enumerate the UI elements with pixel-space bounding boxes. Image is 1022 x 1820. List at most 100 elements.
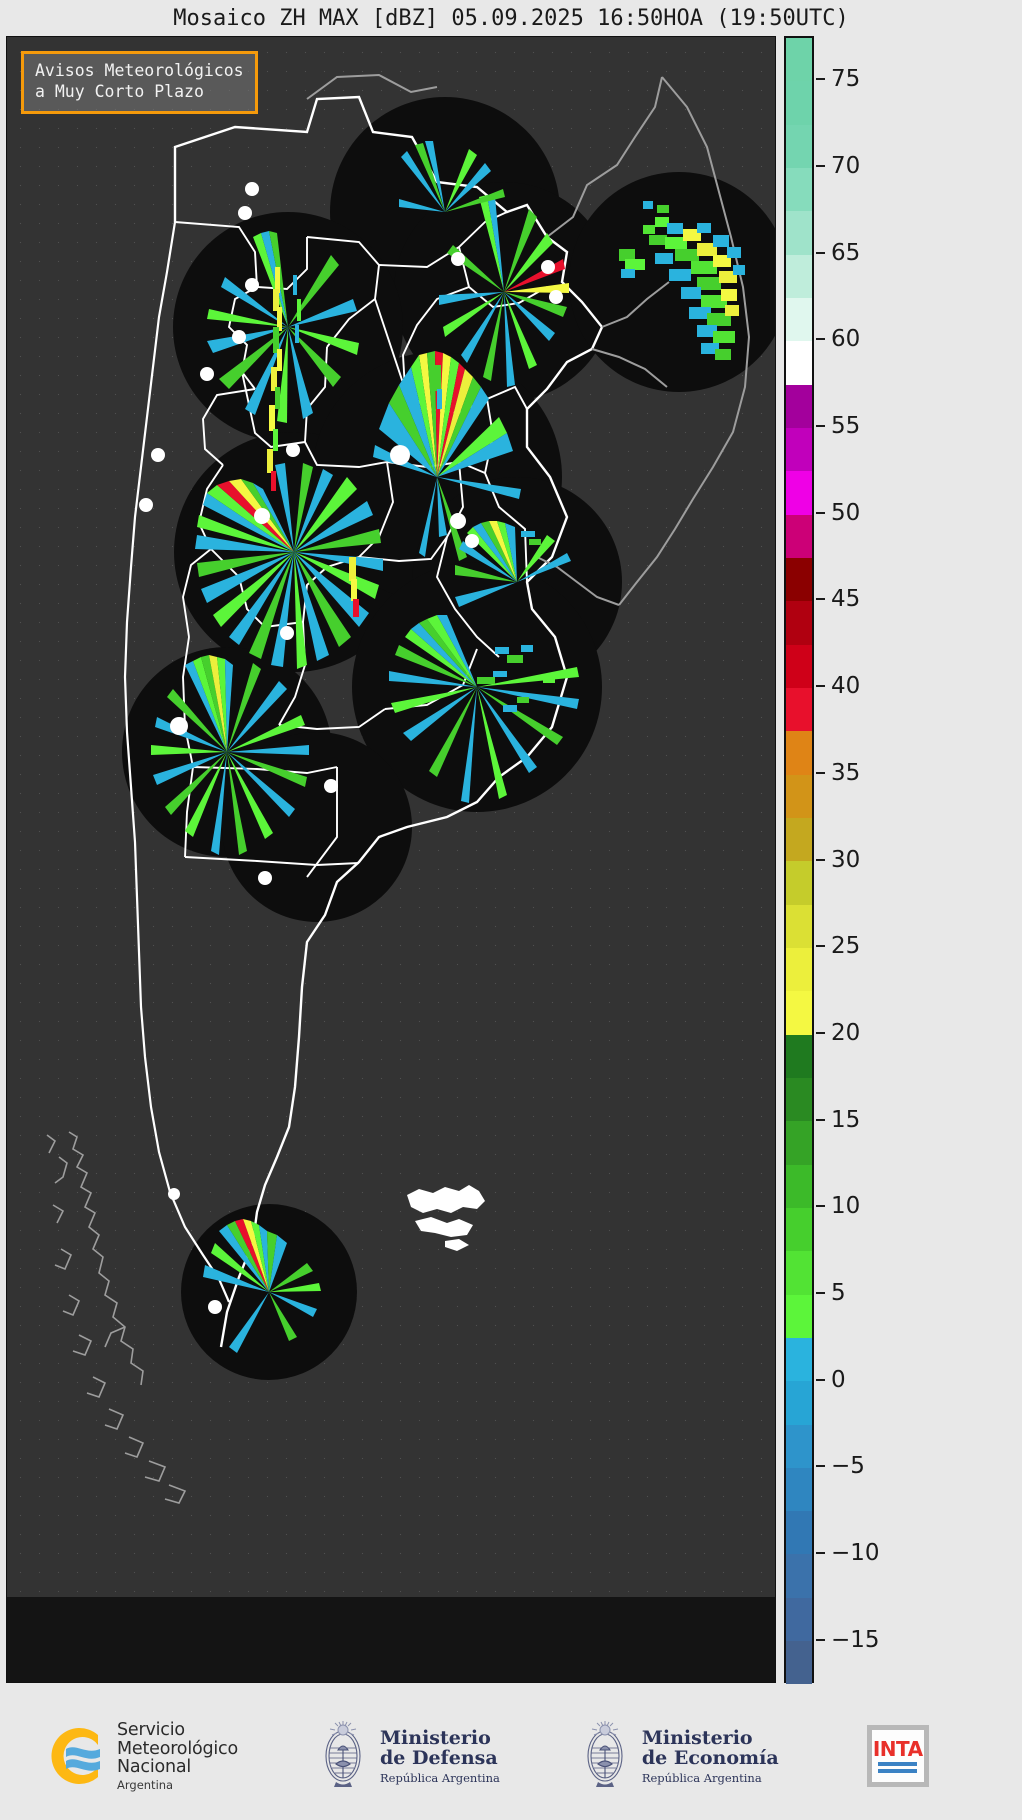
colorbar-tick: 20 <box>816 1020 860 1046</box>
smn-line-3: Nacional <box>117 1757 192 1778</box>
colorbar-segment <box>786 687 812 732</box>
radar-station-marker <box>170 717 188 735</box>
colorbar-tick: 40 <box>816 673 860 699</box>
colorbar-tick: 45 <box>816 586 860 612</box>
radar-map-svg <box>7 73 775 1682</box>
colorbar-tick-label: 55 <box>831 413 861 440</box>
logo-ministerio-defensa: Ministerio de Defensa República Argentin… <box>316 1720 500 1792</box>
colorbar-segment <box>786 1641 812 1685</box>
inta-bar-1 <box>877 1762 918 1766</box>
colorbar-tick: 15 <box>816 1107 860 1133</box>
colorbar-segment <box>786 644 812 688</box>
echo-small-cells <box>349 365 555 684</box>
radar-station-marker <box>245 182 259 196</box>
colorbar-tick-label: 65 <box>831 239 861 266</box>
colorbar-tick: −10 <box>816 1540 880 1566</box>
page-title: Mosaico ZH MAX [dBZ] 05.09.2025 16:50HOA… <box>173 5 849 31</box>
colorbar-segment <box>786 427 812 472</box>
colorbar-segment <box>786 904 812 948</box>
colorbar-tick-label: −10 <box>831 1539 880 1566</box>
smn-mark-icon <box>42 1723 108 1789</box>
colorbar-segment <box>786 1381 812 1425</box>
echo-spikes-central <box>373 351 521 561</box>
colorbar-segment <box>786 1251 812 1295</box>
radar-station-marker <box>232 330 246 344</box>
colorbar-tick: 55 <box>816 413 860 439</box>
colorbar-tick: 75 <box>816 66 860 92</box>
colorbar-segment <box>786 1597 812 1642</box>
colorbar-tick-dash <box>816 858 825 861</box>
colorbar-tick: 65 <box>816 240 860 266</box>
colorbar-tick-label: −5 <box>831 1453 865 1480</box>
radar-station-marker <box>208 1300 222 1314</box>
map-bottom-band <box>7 1597 775 1682</box>
colorbar-segment <box>786 861 812 905</box>
defensa-line-2: de Defensa <box>380 1747 498 1770</box>
radar-station-marker <box>151 448 165 462</box>
colorbar-tick-label: 35 <box>831 759 861 786</box>
colorbar-tick-label: 40 <box>831 673 861 700</box>
colorbar-tick-label: −15 <box>831 1626 880 1653</box>
economia-line-1: Ministerio <box>641 1726 753 1749</box>
inta-bar-2 <box>877 1769 918 1773</box>
colorbar-tick-dash <box>816 685 825 688</box>
colorbar-tick-dash <box>816 1291 825 1294</box>
colorbar-segment <box>786 38 812 82</box>
colorbar-tick-label: 70 <box>831 153 861 180</box>
radar-station-marker <box>286 443 300 457</box>
colorbar-tick-label: 20 <box>831 1019 861 1046</box>
colorbar-segment <box>786 1164 812 1208</box>
radar-station-marker <box>324 779 338 793</box>
colorbar-tick: 30 <box>816 847 860 873</box>
colorbar-segment <box>786 81 812 125</box>
radar-station-marker <box>451 252 465 266</box>
echo-spikes-southeast <box>389 615 579 803</box>
colorbar-segment <box>786 471 812 515</box>
echo-spikes-north <box>399 141 505 212</box>
falkland-islands <box>407 1185 485 1251</box>
colorbar-gradient <box>784 36 814 1685</box>
economia-line-2: de Economía <box>641 1747 779 1770</box>
colorbar-tick: 60 <box>816 326 860 352</box>
colorbar-segment <box>786 1121 812 1165</box>
colorbar-tick-dash <box>816 771 825 774</box>
alert-box[interactable]: Avisos Meteorológicos a Muy Corto Plazo <box>21 51 258 115</box>
smn-line-2: Meteorológico <box>117 1738 238 1759</box>
colorbar-tick: 35 <box>816 760 860 786</box>
colorbar-segment <box>786 731 812 775</box>
colorbar-tick-label: 0 <box>831 1366 846 1393</box>
colorbar-tick-dash <box>816 78 825 81</box>
radar-station-marker <box>549 290 563 304</box>
echo-spikes-tdf <box>203 1219 321 1353</box>
colorbar-tick: 5 <box>816 1280 846 1306</box>
colorbar-segment <box>786 1511 812 1555</box>
echo-cluster-northeast <box>619 201 745 360</box>
colorbar-segment <box>786 1207 812 1252</box>
colorbar-tick-label: 30 <box>831 846 861 873</box>
footer-logos: Servicio Meteorológico Nacional Argentin… <box>0 1692 1022 1820</box>
radar-echoes <box>151 141 745 1353</box>
colorbar-segment <box>786 817 812 862</box>
colorbar-segment <box>786 1294 812 1338</box>
colorbar-segment <box>786 1034 812 1078</box>
colorbar-segment <box>786 167 812 212</box>
colorbar-tick: 10 <box>816 1193 860 1219</box>
radar-station-marker <box>280 626 294 640</box>
colorbar-tick: 50 <box>816 500 860 526</box>
defensa-line-1: Ministerio <box>380 1726 491 1749</box>
argentina-coat-of-arms-icon <box>316 1720 370 1792</box>
colorbar-tick-dash <box>816 945 825 948</box>
colorbar-segment <box>786 341 812 385</box>
colorbar-tick: −5 <box>816 1453 865 1479</box>
colorbar-segment <box>786 211 812 255</box>
economia-line-3: República Argentina <box>641 1770 762 1785</box>
colorbar-tick: −15 <box>816 1627 880 1653</box>
colorbar-segment <box>786 1424 812 1468</box>
colorbar-segment <box>786 254 812 298</box>
colorbar-tick-label: 45 <box>831 586 861 613</box>
colorbar-tick-dash <box>816 598 825 601</box>
colorbar-segment <box>786 557 812 602</box>
radar-map-panel[interactable]: Avisos Meteorológicos a Muy Corto Plazo <box>6 36 776 1683</box>
colorbar-segment <box>786 1554 812 1598</box>
